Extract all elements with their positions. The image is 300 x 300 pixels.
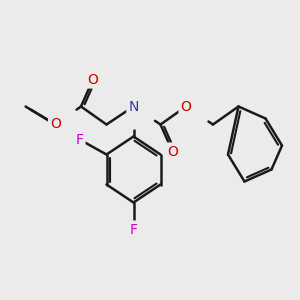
Text: O: O [181,100,191,113]
Text: F: F [130,223,137,236]
Text: N: N [128,100,139,113]
Text: O: O [167,145,178,158]
Text: O: O [50,118,61,131]
Text: methyl: methyl [21,105,26,106]
Text: F: F [76,133,83,146]
Text: O: O [88,73,98,86]
